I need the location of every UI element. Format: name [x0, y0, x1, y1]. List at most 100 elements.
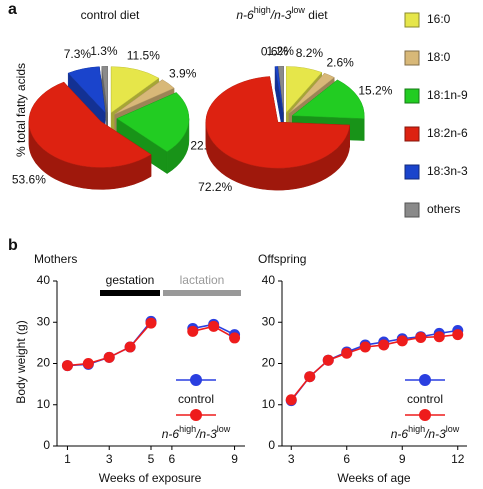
series-line	[290, 333, 458, 401]
y-tick-label: 20	[262, 356, 276, 370]
x-tick-label: 3	[106, 452, 113, 466]
data-point	[359, 341, 371, 353]
data-point	[187, 325, 199, 337]
pie-slice	[101, 65, 108, 113]
x-tick-label: 12	[451, 452, 465, 466]
data-point	[452, 329, 464, 341]
legend-swatch	[404, 88, 420, 104]
pie-slice	[286, 66, 323, 114]
legend-swatch	[404, 164, 420, 180]
pie-slice	[291, 79, 365, 119]
data-point	[145, 317, 157, 329]
data-label: 1.2%	[267, 44, 295, 58]
data-label: 1.3%	[90, 44, 118, 58]
data-label: 7.3%	[64, 47, 92, 61]
x-axis-label: Weeks of exposure	[99, 471, 202, 485]
data-point	[322, 354, 334, 366]
pie-slice	[67, 66, 106, 114]
chart-title: Mothers	[34, 252, 77, 266]
x-tick-label: 9	[231, 452, 238, 466]
y-tick-label: 0	[43, 438, 50, 452]
x-tick-label: 3	[288, 452, 295, 466]
legend-label: 18:2n-6	[427, 126, 468, 140]
legend-marker	[190, 374, 202, 386]
data-point	[61, 360, 73, 372]
pie-slice	[288, 72, 335, 114]
pie-slice	[116, 92, 190, 152]
data-label: 2.6%	[326, 55, 354, 69]
x-tick-label: 1	[64, 452, 71, 466]
legend-label: control	[407, 392, 443, 406]
legend-label: 16:0	[427, 12, 451, 26]
y-axis-label: % total fatty acids	[14, 63, 28, 157]
pie-slice	[274, 66, 284, 113]
legend-label: control	[178, 392, 214, 406]
legend-label: 18:1n-9	[427, 88, 468, 102]
y-tick-label: 10	[37, 397, 51, 411]
pie-slice	[114, 79, 175, 115]
x-tick-label: 6	[169, 452, 176, 466]
series-line	[290, 329, 458, 402]
data-label: 3.9%	[169, 66, 197, 80]
data-point	[433, 331, 445, 343]
legend-marker	[190, 409, 202, 421]
annotation: gestation	[106, 273, 155, 287]
legend-label: n-6high/n-3low	[162, 424, 231, 441]
legend-swatch	[404, 126, 420, 142]
x-axis-label: Weeks of age	[337, 471, 410, 485]
label-part: /n-3	[424, 427, 446, 441]
label-part: n-6	[391, 427, 409, 441]
gestation-bar	[100, 290, 160, 296]
title-part: diet	[305, 8, 328, 22]
legend-label: others	[427, 202, 460, 216]
data-label: 53.6%	[12, 172, 46, 186]
lactation-bar	[163, 290, 241, 296]
y-tick-label: 30	[262, 314, 276, 328]
legend-swatch	[404, 202, 420, 218]
pie-title: n-6high/n-3low diet	[236, 5, 328, 22]
data-point	[82, 358, 94, 369]
legend-marker	[419, 409, 431, 421]
x-tick-label: 6	[343, 452, 350, 466]
y-tick-label: 40	[37, 273, 51, 287]
title-part: high	[254, 5, 271, 15]
label-part: high	[179, 424, 196, 434]
data-point	[229, 332, 241, 344]
data-label: 15.2%	[358, 84, 392, 98]
data-point	[285, 394, 297, 406]
label-part: n-6	[162, 427, 180, 441]
x-tick-label: 5	[148, 452, 155, 466]
title-part: n-6	[236, 8, 254, 22]
label-part: high	[408, 424, 425, 434]
label-part: low	[217, 424, 231, 434]
data-point	[396, 335, 408, 347]
data-label: 8.2%	[296, 46, 324, 60]
pie-slice	[110, 66, 160, 114]
data-point	[103, 351, 115, 363]
legend-swatch	[404, 12, 420, 28]
data-point	[304, 371, 316, 383]
y-tick-label: 20	[37, 356, 51, 370]
data-point	[124, 341, 136, 353]
y-tick-label: 30	[37, 314, 51, 328]
data-label: 0.6%	[261, 44, 289, 58]
x-tick-label: 9	[399, 452, 406, 466]
data-point	[208, 320, 220, 332]
data-point	[378, 339, 390, 351]
legend-label: 18:3n-3	[427, 164, 468, 178]
annotation: lactation	[180, 273, 225, 287]
title-part: low	[291, 5, 305, 15]
pie-title: control diet	[81, 8, 140, 22]
legend-label: 18:0	[427, 50, 451, 64]
data-point	[415, 332, 427, 344]
y-tick-label: 10	[262, 397, 276, 411]
panel-label: b	[8, 237, 18, 254]
y-tick-label: 0	[268, 438, 275, 452]
pie-slice	[205, 76, 350, 169]
panel-label: a	[8, 1, 17, 18]
data-label: 11.5%	[127, 48, 160, 62]
legend-marker	[419, 374, 431, 386]
data-point	[341, 347, 353, 359]
pie-slice	[277, 65, 284, 113]
